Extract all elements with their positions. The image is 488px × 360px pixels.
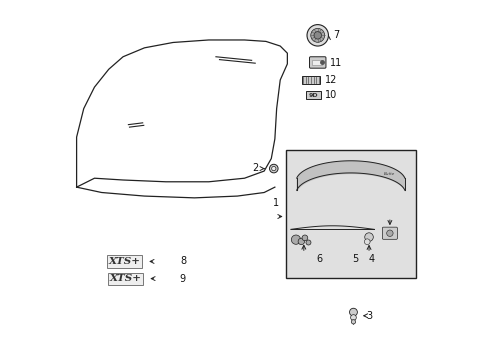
- Text: 7: 7: [332, 30, 339, 40]
- Text: 9D: 9D: [308, 93, 318, 98]
- Text: 12: 12: [325, 75, 337, 85]
- Text: 10: 10: [325, 90, 337, 100]
- Text: XTS+: XTS+: [109, 257, 141, 266]
- Circle shape: [306, 24, 328, 46]
- Text: 9: 9: [179, 274, 185, 284]
- Circle shape: [291, 235, 300, 244]
- Circle shape: [364, 239, 369, 244]
- Circle shape: [364, 233, 372, 241]
- Circle shape: [350, 320, 355, 324]
- FancyBboxPatch shape: [309, 57, 325, 68]
- Bar: [305, 91, 320, 99]
- Circle shape: [310, 28, 324, 42]
- Circle shape: [386, 230, 392, 237]
- Text: 6: 6: [316, 253, 322, 264]
- Text: XTS+: XTS+: [110, 274, 142, 283]
- Bar: [285, 150, 415, 278]
- Text: 11: 11: [329, 58, 342, 68]
- Circle shape: [269, 164, 278, 173]
- Circle shape: [313, 32, 321, 39]
- Circle shape: [298, 238, 304, 245]
- FancyBboxPatch shape: [382, 227, 397, 239]
- Circle shape: [305, 240, 310, 245]
- Text: 2: 2: [251, 163, 258, 173]
- Bar: [312, 60, 322, 65]
- Bar: [301, 76, 320, 84]
- Circle shape: [349, 308, 357, 316]
- Text: 8: 8: [180, 256, 186, 266]
- Text: 4: 4: [367, 253, 374, 264]
- Text: 1: 1: [272, 198, 278, 208]
- Circle shape: [302, 235, 307, 241]
- Circle shape: [271, 166, 275, 171]
- Text: 5: 5: [351, 253, 358, 264]
- Text: Butte: Butte: [383, 172, 394, 176]
- Text: 3: 3: [365, 311, 371, 321]
- Circle shape: [350, 315, 356, 320]
